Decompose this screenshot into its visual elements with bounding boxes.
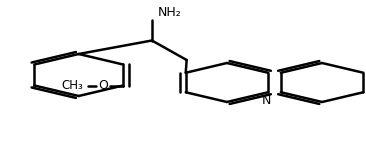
Text: O: O [98, 79, 108, 92]
Text: CH₃: CH₃ [61, 79, 83, 92]
Text: NH₂: NH₂ [157, 6, 181, 19]
Text: N: N [262, 94, 271, 107]
